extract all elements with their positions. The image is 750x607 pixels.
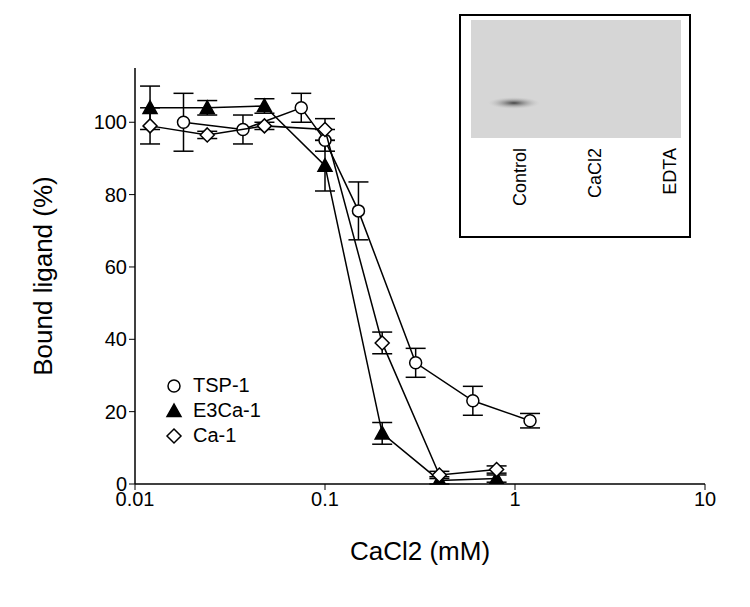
html-text:E3Ca-1: E3Ca-1 [193,399,261,421]
svg-text:100: 100 [94,111,127,133]
svg-text:CaCl2 (mM): CaCl2 (mM) [350,536,490,566]
svg-text:10: 10 [694,488,716,510]
svg-text:20: 20 [105,401,127,423]
svg-text:40: 40 [105,328,127,350]
svg-text:0: 0 [116,473,127,495]
html-text:Ca-1: Ca-1 [193,424,237,446]
svg-text:Control: Control [510,148,530,206]
html-text:TSP-1: TSP-1 [193,374,250,396]
svg-text:60: 60 [105,256,127,278]
svg-text:EDTA: EDTA [660,148,680,195]
svg-text:0.01: 0.01 [115,488,155,511]
svg-text:80: 80 [105,184,127,206]
svg-text:CaCl2: CaCl2 [585,148,605,198]
svg-text:Bound ligand (%): Bound ligand (%) [28,176,58,375]
svg-text:1: 1 [509,488,520,510]
svg-text:0.1: 0.1 [311,488,339,510]
